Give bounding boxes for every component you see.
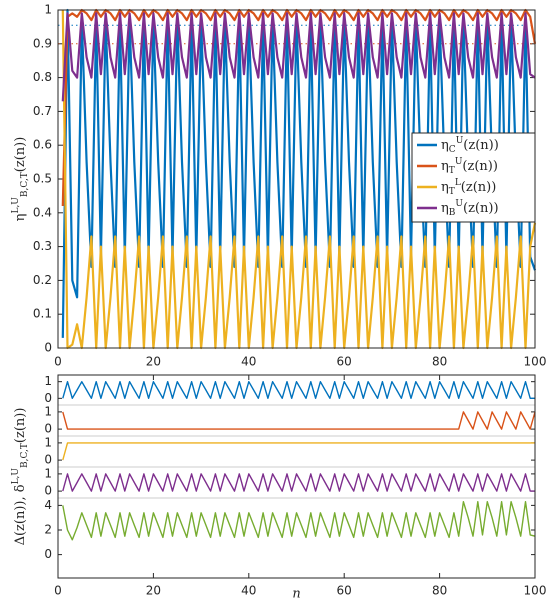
legend-label: ηB​U​(z(n)) [441, 199, 499, 218]
y-tick-label: 0.6 [33, 138, 52, 152]
x-tick-label: 0 [54, 355, 62, 369]
legend-label: ηT​L​(z(n)) [441, 178, 496, 197]
x-tick-label: 100 [524, 355, 547, 369]
x-tick-label: 20 [146, 584, 161, 598]
axes-frame [57, 374, 536, 579]
line-series [62, 501, 536, 541]
y-tick-label: 2 [44, 523, 52, 537]
y-tick-label: 1 [44, 466, 52, 480]
x-tick-label: 60 [337, 584, 352, 598]
x-tick-label: 100 [524, 584, 547, 598]
y-tick-label: 0 [44, 484, 52, 498]
y-tick-label: 0 [44, 453, 52, 467]
line-series [61, 8, 537, 207]
y-axis-label: Δ(z(n)), δL,U​B,C,T​(z(n)) [11, 408, 30, 546]
x-tick-label: 0 [54, 584, 62, 598]
line-series [62, 473, 535, 492]
y-tick-label: 0.2 [33, 273, 52, 287]
y-tick-label: 0.3 [33, 239, 52, 253]
x-tick-label: 20 [146, 355, 161, 369]
y-tick-label: 0.7 [33, 104, 52, 118]
y-tick-label: 0.1 [33, 307, 52, 321]
y-tick-label: 1 [44, 3, 52, 17]
y-tick-label: 0 [44, 422, 52, 436]
y-tick-label: 1 [44, 435, 52, 449]
y-tick-label: 0 [44, 547, 52, 561]
x-tick-label: 40 [241, 584, 256, 598]
y-tick-label: 0.9 [33, 36, 52, 50]
line-series [61, 9, 537, 350]
y-tick-label: 1 [44, 374, 52, 388]
y-tick-label: 0.8 [33, 70, 52, 84]
y-tick-label: 0.5 [33, 172, 52, 186]
line-series [62, 381, 535, 399]
y-tick-label: 1 [44, 404, 52, 418]
x-tick-label: 60 [337, 355, 352, 369]
y-tick-label: 0 [44, 391, 52, 405]
line-series [62, 411, 536, 430]
x-axis-label: n [292, 587, 300, 602]
line-series [61, 12, 536, 102]
x-tick-label: 40 [241, 355, 256, 369]
y-tick-label: 4 [44, 498, 52, 512]
x-tick-label: 80 [432, 355, 447, 369]
legend-label: ηT​U​(z(n)) [441, 157, 498, 176]
legend-label: ηC​U​(z(n)) [441, 136, 499, 155]
y-tick-label: 0 [44, 341, 52, 355]
line-series [62, 442, 535, 461]
y-tick-label: 0.4 [33, 205, 52, 219]
y-axis-label: ηL,U​B,C,T​(z(n)) [11, 137, 30, 222]
x-tick-label: 80 [432, 584, 447, 598]
